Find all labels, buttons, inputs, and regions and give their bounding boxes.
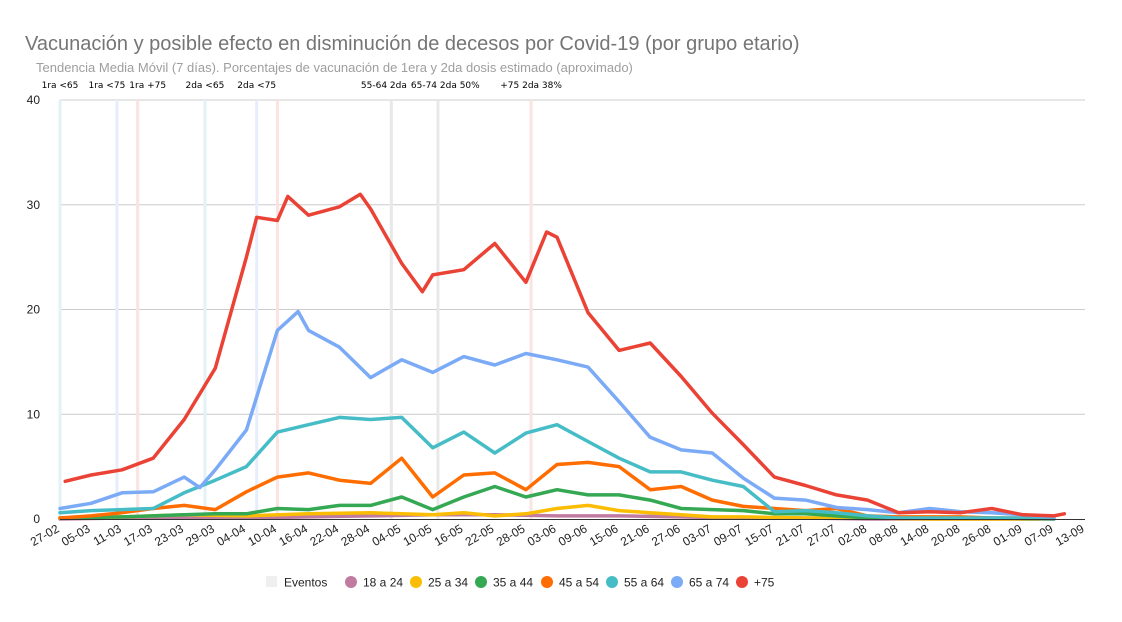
- legend-label: 25 a 34: [428, 576, 468, 590]
- x-tick-label: 27-07: [804, 521, 838, 549]
- event-label: 1ra <65: [42, 81, 79, 91]
- y-tick-label: 10: [27, 407, 41, 421]
- x-tick-label: 03-07: [680, 521, 714, 549]
- series-line-65-a-74: [58, 309, 1056, 519]
- x-tick-label: 21-06: [618, 521, 652, 549]
- legend-label: Eventos: [284, 576, 327, 590]
- legend-swatch: [475, 576, 487, 588]
- x-tick-label: 22-05: [463, 521, 497, 549]
- x-tick-label: 13-09: [1053, 521, 1087, 549]
- x-tick-label: 01-09: [991, 521, 1025, 549]
- x-tick-label: 05-03: [59, 521, 93, 549]
- legend-swatch: [671, 576, 683, 588]
- x-tick-label: 02-08: [835, 521, 869, 549]
- series-line-25-a-34: [58, 503, 1056, 521]
- x-tick-label: 11-03: [91, 521, 124, 548]
- legend-item[interactable]: +75: [736, 576, 775, 590]
- series-line-55-a-64: [58, 415, 1056, 521]
- y-tick-label: 40: [27, 93, 41, 107]
- y-tick-label: 20: [27, 303, 41, 317]
- event-label: 2da <75: [237, 81, 276, 91]
- event-label: 2da <65: [185, 81, 224, 91]
- x-tick-label: 10-04: [245, 521, 279, 549]
- x-tick-label: 20-08: [929, 521, 963, 549]
- x-tick-label: 15-07: [742, 521, 776, 549]
- chart-subtitle: Tendencia Media Móvil (7 días). Porcenta…: [36, 60, 633, 75]
- series-line-35-a-44: [58, 484, 1056, 521]
- x-tick-label: 10-05: [401, 521, 435, 549]
- series-line-75: [63, 192, 1067, 518]
- legend-swatch: [410, 576, 422, 588]
- x-tick-label: 28-04: [339, 521, 373, 549]
- y-tick-label: 30: [27, 198, 41, 212]
- x-tick-label: 22-04: [307, 521, 341, 549]
- event-label: +75 2da 38%: [500, 81, 562, 91]
- x-tick-label: 14-08: [898, 521, 932, 549]
- legend-item[interactable]: 35 a 44: [475, 576, 533, 590]
- series-lines: [58, 192, 1067, 521]
- x-tick-label: 15-06: [587, 521, 621, 549]
- legend-label: 65 a 74: [689, 576, 729, 590]
- gridlines: 0 10 20 30 40: [27, 93, 1085, 526]
- event-label: 55-64 2da: [361, 81, 407, 91]
- legend-swatch: [266, 576, 277, 587]
- legend-item[interactable]: 25 a 34: [410, 576, 468, 590]
- x-tick-label: 16-04: [276, 521, 310, 549]
- event-label: 1ra +75: [129, 81, 166, 91]
- x-axis-ticks: 27-0205-0311-0317-0323-0329-0304-0410-04…: [28, 521, 1087, 549]
- event-markers: 1ra <65 1ra <75 1ra +75 2da <65 2da <75 55-64…: [42, 81, 562, 519]
- chart-title: Vacunación y posible efecto en disminuci…: [25, 33, 800, 55]
- x-tick-label: 27-06: [649, 521, 683, 549]
- legend-label: 35 a 44: [493, 576, 533, 590]
- x-tick-label: 17-03: [121, 521, 155, 549]
- x-tick-label: 26-08: [960, 521, 994, 549]
- legend-item[interactable]: 65 a 74: [671, 576, 729, 590]
- legend-label: 18 a 24: [363, 576, 403, 590]
- x-tick-label: 04-04: [214, 521, 248, 549]
- x-tick-label: 07-09: [1022, 521, 1056, 549]
- legend-swatch: [606, 576, 618, 588]
- event-label: 65-74 2da 50%: [411, 81, 480, 91]
- legend-label: +75: [754, 576, 775, 590]
- legend-swatch: [541, 576, 553, 588]
- event-label: 1ra <75: [89, 81, 126, 91]
- legend-label: 55 a 64: [624, 576, 664, 590]
- y-tick-label: 0: [33, 512, 40, 526]
- x-tick-label: 03-06: [525, 521, 559, 549]
- x-tick-label: 16-05: [432, 521, 466, 549]
- legend-item[interactable]: 55 a 64: [606, 576, 664, 590]
- x-tick-label: 28-05: [494, 521, 528, 549]
- x-tick-label: 04-05: [370, 521, 404, 549]
- legend-item[interactable]: Eventos: [266, 576, 327, 590]
- x-tick-label: 09-06: [556, 521, 590, 549]
- legend: Eventos 18 a 24 25 a 34 35 a 44 45 a 54 55 a …: [266, 576, 775, 590]
- legend-swatch: [345, 576, 357, 588]
- legend-label: 45 a 54: [559, 576, 599, 590]
- x-tick-label: 08-08: [867, 521, 901, 549]
- x-tick-label: 29-03: [183, 521, 217, 549]
- legend-item[interactable]: 18 a 24: [345, 576, 403, 590]
- x-tick-label: 21-07: [773, 521, 807, 549]
- legend-swatch: [736, 576, 748, 588]
- x-tick-label: 23-03: [152, 521, 186, 549]
- x-tick-label: 09-07: [711, 521, 745, 549]
- legend-item[interactable]: 45 a 54: [541, 576, 599, 590]
